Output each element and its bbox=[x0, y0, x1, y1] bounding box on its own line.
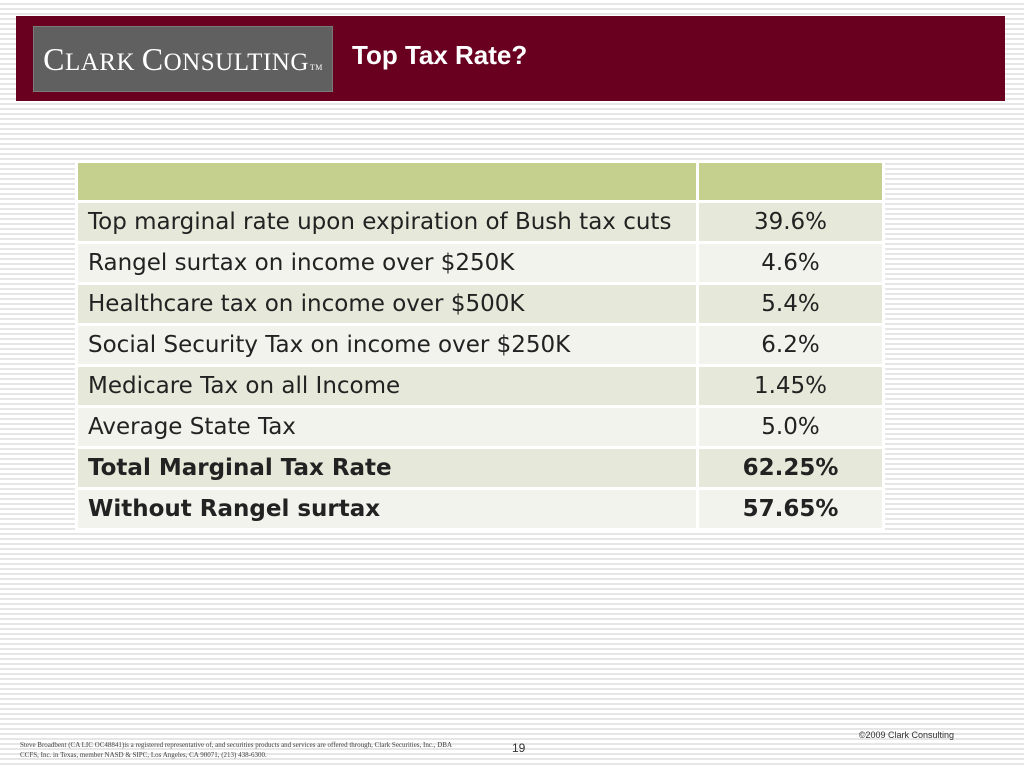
page-number: 19 bbox=[512, 741, 526, 755]
table-row: Top marginal rate upon expiration of Bus… bbox=[75, 200, 885, 244]
table-row: Social Security Tax on income over $250K… bbox=[75, 323, 885, 367]
row-label: Without Rangel surtax bbox=[75, 487, 699, 531]
table-row: Healthcare tax on income over $500K 5.4% bbox=[75, 282, 885, 326]
table-header-cell bbox=[696, 160, 885, 203]
row-label: Healthcare tax on income over $500K bbox=[75, 282, 699, 326]
row-value: 5.4% bbox=[696, 282, 885, 326]
row-label: Social Security Tax on income over $250K bbox=[75, 323, 699, 367]
row-value: 4.6% bbox=[696, 241, 885, 285]
row-label: Average State Tax bbox=[75, 405, 699, 449]
table-header-cell bbox=[75, 160, 699, 203]
row-label: Rangel surtax on income over $250K bbox=[75, 241, 699, 285]
total-row: Without Rangel surtax 57.65% bbox=[75, 487, 885, 531]
row-value: 5.0% bbox=[696, 405, 885, 449]
row-value: 39.6% bbox=[696, 200, 885, 244]
table-row: Medicare Tax on all Income 1.45% bbox=[75, 364, 885, 408]
row-value: 62.25% bbox=[696, 446, 885, 490]
tax-rate-table: Top marginal rate upon expiration of Bus… bbox=[75, 160, 885, 531]
copyright-notice: ©2009 Clark Consulting bbox=[858, 730, 954, 740]
row-label: Medicare Tax on all Income bbox=[75, 364, 699, 408]
row-value: 6.2% bbox=[696, 323, 885, 367]
row-label: Total Marginal Tax Rate bbox=[75, 446, 699, 490]
row-value: 1.45% bbox=[696, 364, 885, 408]
table-header-row bbox=[75, 160, 885, 203]
logo-text: CLARK CONSULTINGTM bbox=[43, 40, 323, 77]
company-logo: CLARK CONSULTINGTM bbox=[33, 26, 333, 92]
legal-disclaimer: Steve Broadbent (CA LIC OC48841)is a reg… bbox=[20, 741, 452, 759]
row-value: 57.65% bbox=[696, 487, 885, 531]
table-row: Rangel surtax on income over $250K 4.6% bbox=[75, 241, 885, 285]
row-label: Top marginal rate upon expiration of Bus… bbox=[75, 200, 699, 244]
total-row: Total Marginal Tax Rate 62.25% bbox=[75, 446, 885, 490]
table-row: Average State Tax 5.0% bbox=[75, 405, 885, 449]
page-title: Top Tax Rate? bbox=[352, 40, 528, 70]
